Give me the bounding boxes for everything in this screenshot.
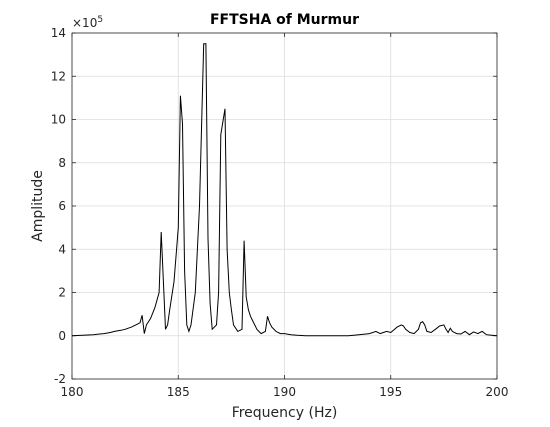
x-tick-label: 185 bbox=[167, 385, 190, 399]
x-axis-label: Frequency (Hz) bbox=[232, 405, 338, 421]
plot-clip bbox=[71, 43, 498, 337]
x-tick-label: 180 bbox=[61, 385, 84, 399]
y-tick-label: 4 bbox=[58, 242, 66, 256]
y-axis-label: Amplitude bbox=[30, 170, 46, 242]
y-tick-label: 6 bbox=[58, 199, 66, 213]
y-tick-label: 8 bbox=[58, 156, 66, 170]
y-tick-label: 14 bbox=[51, 26, 66, 40]
y-tick-label: 12 bbox=[51, 69, 66, 83]
series-line bbox=[71, 43, 498, 337]
y-axis-exponent-power: 5 bbox=[97, 15, 103, 25]
y-tick-label: 0 bbox=[58, 329, 66, 343]
ticks: 180 185 190 195 200 -2 0 2 4 6 8 10 12 14 bbox=[51, 26, 509, 399]
chart-title: FFTSHA of Murmur bbox=[210, 12, 359, 28]
y-tick-label: -2 bbox=[54, 372, 66, 386]
y-tick-label: 10 bbox=[51, 113, 66, 127]
y-axis-exponent: ×105 bbox=[72, 15, 103, 30]
x-tick-label: 190 bbox=[273, 385, 296, 399]
y-tick-label: 2 bbox=[58, 286, 66, 300]
x-tick-label: 200 bbox=[486, 385, 509, 399]
x-tick-label: 195 bbox=[379, 385, 402, 399]
y-axis-exponent-base: ×10 bbox=[72, 16, 97, 30]
